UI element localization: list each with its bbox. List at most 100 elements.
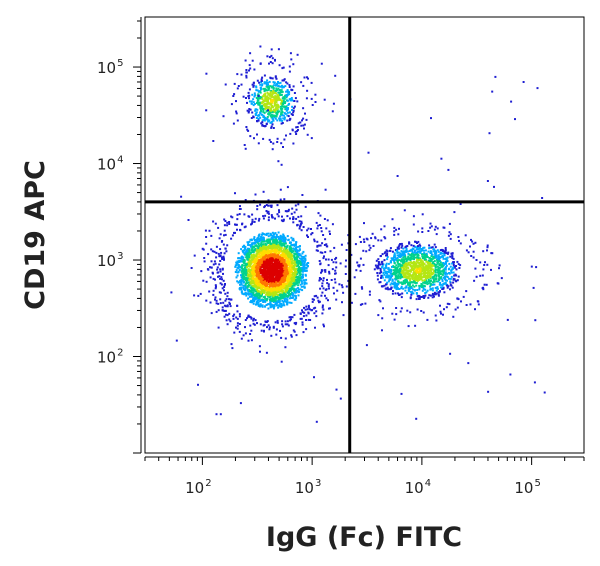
event-dot bbox=[250, 102, 253, 105]
event-dot bbox=[290, 270, 293, 273]
event-dot bbox=[382, 263, 385, 266]
event-dot bbox=[263, 300, 266, 302]
event-dot bbox=[286, 90, 289, 93]
event-dot bbox=[386, 286, 389, 289]
event-dot bbox=[272, 325, 275, 328]
event-dot bbox=[287, 256, 290, 259]
event-dot bbox=[301, 262, 304, 265]
event-dot bbox=[427, 259, 430, 262]
event-dot bbox=[267, 93, 270, 96]
event-dot bbox=[280, 297, 283, 300]
event-dot bbox=[278, 246, 281, 249]
event-dot bbox=[293, 274, 296, 276]
event-dot bbox=[282, 242, 285, 245]
event-dot bbox=[286, 235, 289, 238]
event-dot bbox=[278, 241, 281, 244]
event-dot bbox=[244, 245, 247, 248]
event-dot bbox=[283, 254, 286, 256]
event-dot bbox=[271, 98, 273, 101]
event-dot bbox=[236, 274, 239, 277]
event-dot bbox=[279, 285, 281, 288]
event-dot bbox=[248, 64, 251, 67]
event-dot bbox=[246, 241, 249, 244]
event-dot bbox=[256, 300, 259, 303]
event-dot bbox=[296, 254, 299, 257]
event-dot bbox=[272, 87, 275, 90]
event-dot bbox=[283, 283, 285, 286]
event-dot bbox=[226, 244, 229, 247]
event-dot bbox=[258, 286, 261, 289]
event-dot bbox=[295, 272, 298, 275]
event-dot bbox=[220, 283, 223, 286]
event-dot bbox=[274, 291, 277, 293]
event-dot bbox=[284, 346, 287, 349]
event-dot bbox=[223, 258, 225, 261]
event-dot bbox=[305, 266, 308, 269]
event-dot bbox=[325, 227, 328, 230]
event-dot bbox=[276, 245, 279, 248]
event-dot bbox=[266, 89, 268, 92]
event-dot bbox=[290, 264, 292, 267]
event-dot bbox=[251, 213, 254, 216]
event-dot bbox=[268, 296, 271, 299]
event-dot bbox=[279, 282, 282, 285]
event-dot bbox=[267, 256, 270, 258]
event-dot bbox=[292, 329, 295, 332]
event-dot bbox=[259, 323, 262, 326]
event-dot bbox=[260, 329, 263, 332]
event-dot bbox=[393, 233, 396, 236]
event-dot bbox=[217, 271, 220, 274]
event-dot bbox=[267, 289, 270, 292]
event-dot bbox=[296, 53, 299, 56]
event-dot bbox=[413, 285, 416, 288]
event-dot bbox=[257, 114, 260, 117]
event-dot bbox=[386, 276, 389, 279]
event-dot bbox=[261, 274, 264, 277]
event-dot bbox=[327, 283, 330, 286]
event-dot bbox=[237, 267, 240, 270]
event-dot bbox=[257, 248, 260, 251]
event-dot bbox=[426, 277, 429, 280]
event-dot bbox=[260, 253, 263, 256]
event-dot bbox=[269, 85, 272, 88]
event-dot bbox=[261, 95, 264, 98]
event-dot bbox=[310, 233, 313, 236]
event-dot bbox=[412, 253, 415, 256]
event-dot bbox=[416, 258, 419, 261]
event-dot bbox=[236, 218, 239, 221]
event-dot bbox=[265, 283, 268, 285]
event-dot bbox=[291, 129, 294, 132]
event-dot bbox=[289, 217, 291, 220]
event-dot bbox=[242, 288, 245, 291]
event-dot bbox=[268, 293, 271, 296]
event-dot bbox=[284, 271, 287, 274]
event-dot bbox=[266, 238, 269, 241]
event-dot bbox=[377, 314, 380, 317]
event-dot bbox=[244, 270, 247, 273]
event-dot bbox=[270, 100, 273, 103]
event-dot bbox=[285, 90, 288, 93]
event-dot bbox=[243, 266, 246, 269]
event-dot bbox=[290, 318, 292, 321]
event-dot bbox=[213, 260, 216, 263]
event-dot bbox=[273, 287, 276, 290]
event-dot bbox=[276, 249, 279, 252]
event-dot bbox=[247, 314, 250, 317]
event-dot bbox=[226, 305, 229, 308]
event-dot bbox=[287, 93, 289, 96]
event-dot bbox=[323, 255, 325, 258]
event-dot bbox=[237, 265, 240, 268]
event-dot bbox=[257, 237, 260, 240]
event-dot bbox=[280, 113, 282, 116]
event-dot bbox=[263, 94, 266, 97]
event-dot bbox=[313, 312, 316, 315]
event-dot bbox=[284, 293, 287, 296]
event-dot bbox=[269, 284, 271, 287]
event-dot bbox=[256, 133, 258, 136]
event-dot bbox=[269, 279, 272, 282]
event-dot bbox=[275, 243, 278, 245]
event-dot bbox=[265, 232, 268, 235]
event-dot bbox=[264, 266, 267, 269]
event-dot bbox=[251, 111, 254, 114]
event-dot bbox=[332, 286, 335, 289]
